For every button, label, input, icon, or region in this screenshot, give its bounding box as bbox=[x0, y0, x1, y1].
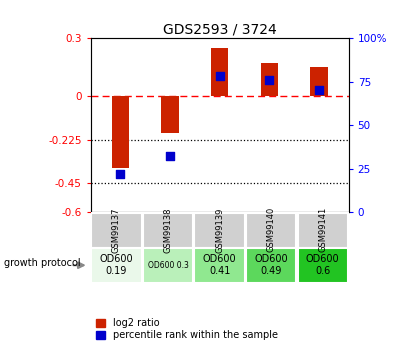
Point bbox=[167, 154, 173, 159]
Bar bbox=[297, 248, 348, 283]
Bar bbox=[143, 248, 193, 283]
Bar bbox=[246, 213, 297, 248]
Title: GDS2593 / 3724: GDS2593 / 3724 bbox=[163, 23, 276, 37]
Bar bbox=[194, 213, 245, 248]
Text: GSM99140: GSM99140 bbox=[267, 207, 276, 253]
Bar bbox=[261, 63, 278, 96]
Bar bbox=[112, 96, 129, 168]
Point bbox=[266, 77, 272, 82]
Bar bbox=[297, 213, 348, 248]
Text: OD600
0.49: OD600 0.49 bbox=[254, 254, 288, 276]
Point bbox=[316, 87, 322, 93]
Text: GSM99137: GSM99137 bbox=[112, 207, 121, 253]
Text: OD600 0.3: OD600 0.3 bbox=[147, 261, 189, 270]
Text: GSM99138: GSM99138 bbox=[164, 207, 172, 253]
Legend: log2 ratio, percentile rank within the sample: log2 ratio, percentile rank within the s… bbox=[96, 318, 278, 340]
Text: OD600
0.6: OD600 0.6 bbox=[306, 254, 340, 276]
Text: GSM99141: GSM99141 bbox=[318, 207, 327, 253]
Bar bbox=[246, 248, 297, 283]
Bar bbox=[161, 96, 179, 133]
Bar bbox=[91, 213, 142, 248]
Point bbox=[117, 171, 124, 177]
Bar bbox=[91, 248, 142, 283]
Text: growth protocol: growth protocol bbox=[4, 258, 81, 268]
Bar bbox=[143, 213, 193, 248]
Text: OD600
0.19: OD600 0.19 bbox=[100, 254, 133, 276]
Bar bbox=[310, 67, 328, 96]
Text: GSM99139: GSM99139 bbox=[215, 207, 224, 253]
Bar bbox=[211, 48, 229, 96]
Text: OD600
0.41: OD600 0.41 bbox=[203, 254, 237, 276]
Point bbox=[216, 73, 223, 79]
Bar bbox=[194, 248, 245, 283]
